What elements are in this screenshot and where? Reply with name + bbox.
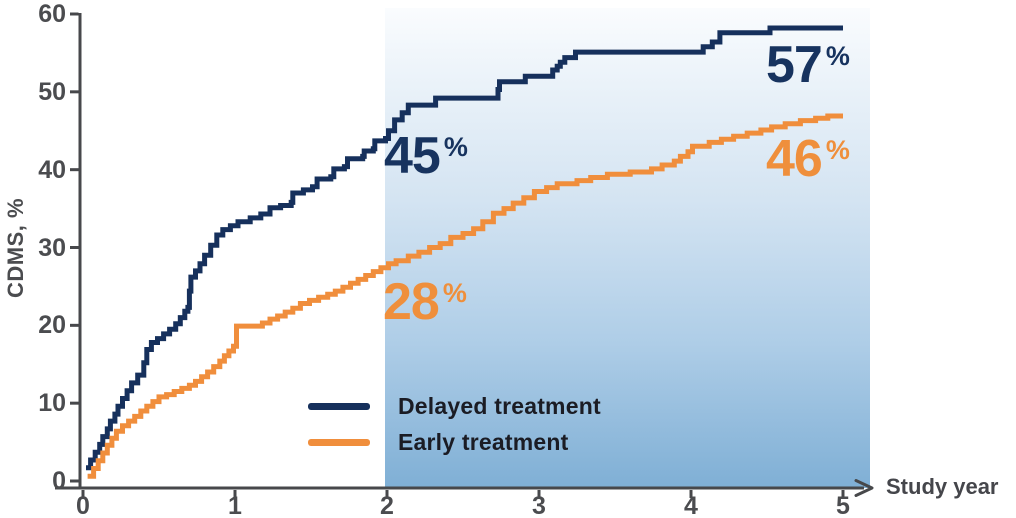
axis-ticks bbox=[70, 12, 845, 498]
annotation-early-year2: 28 % bbox=[383, 273, 467, 331]
y-tick-label: 30 bbox=[38, 233, 66, 262]
y-tick-label: 50 bbox=[38, 77, 66, 106]
x-tick-label: 4 bbox=[684, 492, 698, 518]
x-axis-title: Study year bbox=[886, 474, 999, 499]
percent-sign: % bbox=[443, 132, 468, 162]
annotation-value: 46 bbox=[766, 130, 823, 188]
x-tick-label: 5 bbox=[836, 492, 850, 518]
annotation-delayed-year2: 45 % bbox=[384, 127, 468, 185]
legend-label-early: Early treatment bbox=[398, 428, 569, 455]
annotation-value: 45 bbox=[384, 127, 441, 185]
legend-item-early: Early treatment bbox=[308, 428, 569, 455]
percent-sign: % bbox=[825, 41, 850, 71]
delayed-treatment-swatch bbox=[308, 402, 370, 410]
x-tick-label: 2 bbox=[380, 492, 394, 518]
delayed-treatment-curve bbox=[86, 25, 843, 471]
x-tick-label: 0 bbox=[76, 492, 90, 518]
percent-sign: % bbox=[825, 135, 850, 165]
y-tick-label: 10 bbox=[38, 389, 66, 418]
x-tick-label: 1 bbox=[228, 492, 242, 518]
shaded-region-year2-to-5 bbox=[385, 8, 870, 488]
annotation-delayed-year5: 57 % bbox=[766, 36, 850, 94]
y-tick-label: 20 bbox=[38, 311, 66, 340]
early-treatment-swatch bbox=[308, 438, 370, 446]
percent-sign: % bbox=[442, 278, 467, 308]
x-tick-label: 3 bbox=[532, 492, 546, 518]
annotation-value: 28 bbox=[383, 273, 440, 331]
legend-label-delayed: Delayed treatment bbox=[398, 392, 601, 419]
legend-item-delayed: Delayed treatment bbox=[308, 392, 601, 419]
y-tick-label: 40 bbox=[38, 155, 66, 184]
annotation-value: 57 bbox=[766, 36, 823, 94]
x-axis-arrow-icon bbox=[854, 479, 874, 497]
annotation-early-year5: 46 % bbox=[766, 130, 850, 188]
y-tick-label: 0 bbox=[52, 467, 66, 495]
y-tick-label: 60 bbox=[38, 0, 66, 28]
early-treatment-curve bbox=[87, 113, 843, 479]
